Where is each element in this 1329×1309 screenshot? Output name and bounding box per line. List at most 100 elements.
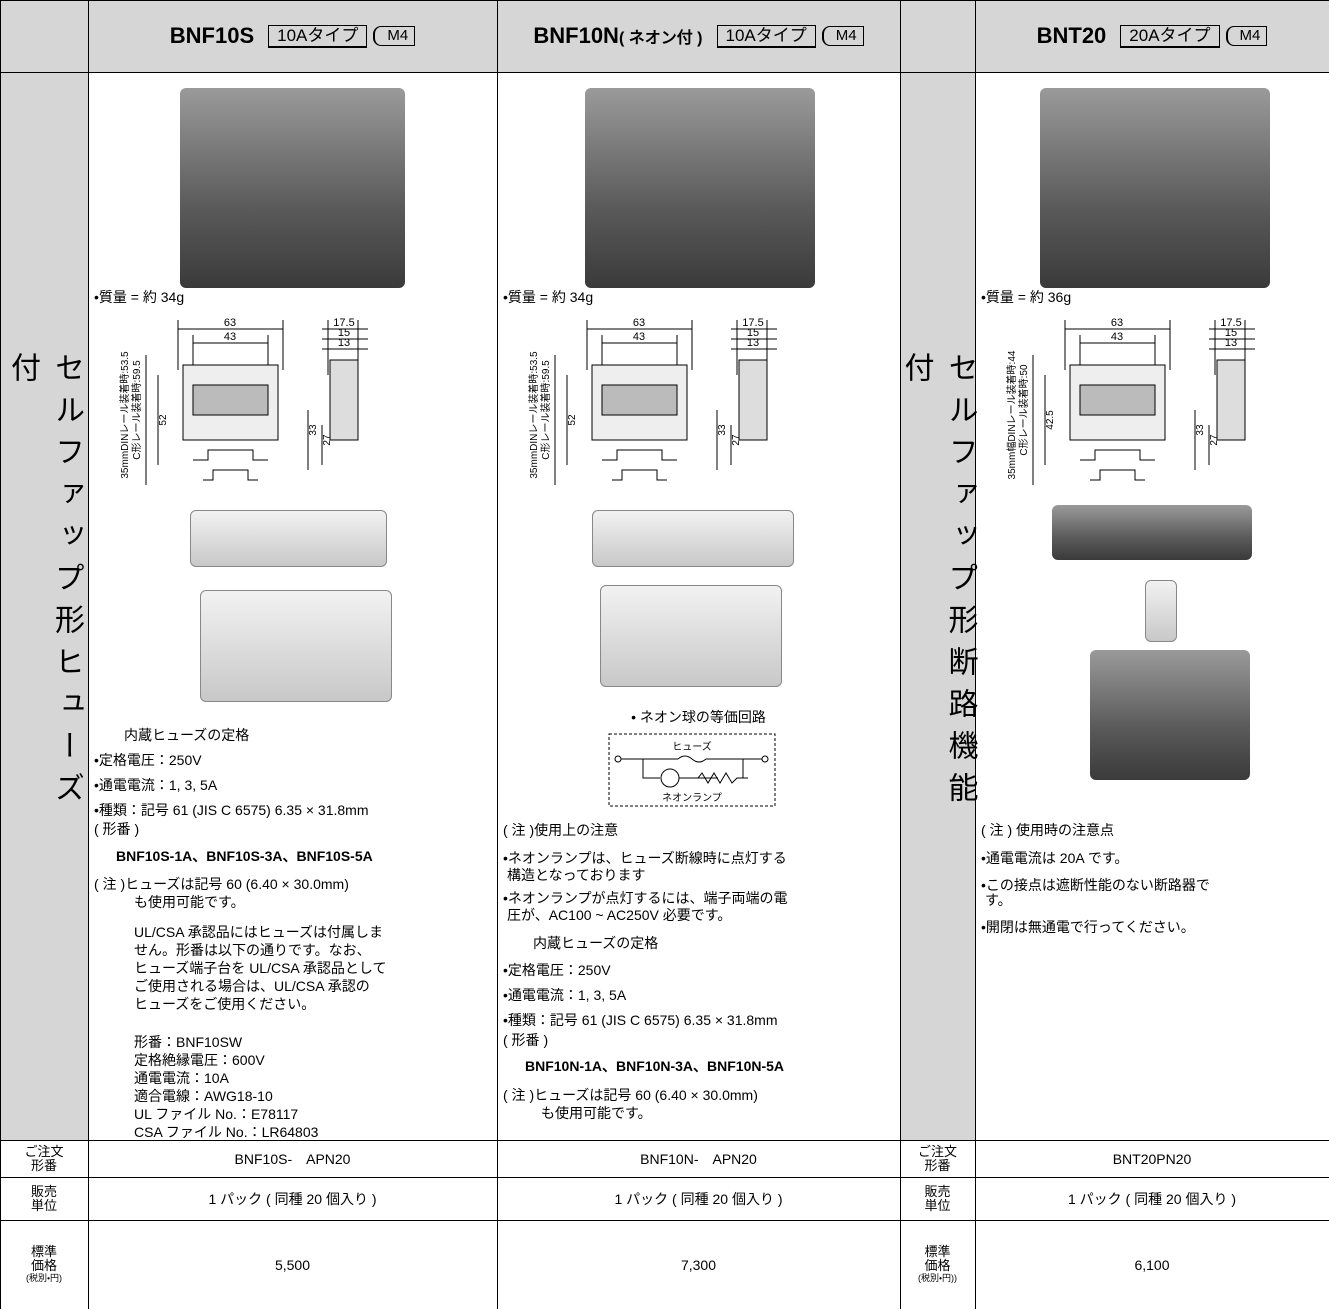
body-text: •定格電圧：250V bbox=[503, 962, 611, 978]
dim-label: 13 bbox=[1225, 337, 1237, 349]
screw-size: M4 bbox=[373, 26, 416, 46]
body-text: •開閉は無通電で行ってください。 bbox=[981, 919, 1195, 935]
dim-label: 15 bbox=[1225, 327, 1237, 339]
screw-size: M4 bbox=[821, 26, 864, 46]
row-value: 6,100 bbox=[1134, 1256, 1170, 1273]
dim-label: 42.5 bbox=[1045, 410, 1056, 430]
row-label-line: 形番 bbox=[30, 1157, 57, 1173]
rail-outline bbox=[1090, 469, 1145, 481]
row-label-line: 販売 bbox=[30, 1183, 57, 1199]
device-terminals bbox=[192, 384, 269, 416]
header-cell bbox=[975, 0, 1329, 73]
row-label: ご注文 形番 bbox=[0, 1140, 88, 1177]
body-text: CSA ファイル No.：LR64803 bbox=[134, 1124, 319, 1140]
rail-outline bbox=[203, 469, 258, 481]
column-header: BNF10N( ネオン付 ) 10Aタイプ M4 bbox=[497, 0, 900, 72]
model-name: BNF10N bbox=[533, 23, 619, 48]
rating-type: 20Aタイプ bbox=[1120, 24, 1220, 48]
body-text: •ネオンランプは、ヒューズ断線時に点灯する bbox=[503, 850, 787, 866]
dim-label: 15 bbox=[338, 327, 350, 339]
row-label: 販売 単位 bbox=[0, 1177, 88, 1220]
dim-label: C形レール装着時:59.5 bbox=[130, 360, 143, 460]
body-text: 定格絶縁電圧：600V bbox=[134, 1052, 265, 1068]
dim-label: 63 bbox=[633, 317, 645, 329]
body-text: •通電電流は 20A です。 bbox=[981, 850, 1129, 866]
neon-lamp bbox=[660, 768, 680, 788]
device-terminals bbox=[601, 384, 678, 416]
dim-label: 17.5 bbox=[1220, 317, 1241, 329]
product-photo bbox=[1090, 650, 1250, 780]
row-value: 7,300 bbox=[680, 1256, 717, 1273]
dim-label: 43 bbox=[224, 331, 236, 343]
row-value: BNF10S- APN20 bbox=[234, 1150, 351, 1167]
product-photo bbox=[1052, 505, 1252, 560]
product-photo bbox=[190, 510, 387, 567]
body-text: ご使用される場合は、UL/CSA 承認の bbox=[134, 978, 370, 994]
fuse-symbol bbox=[677, 755, 707, 763]
row-label-line: 標準 bbox=[924, 1244, 951, 1259]
device-terminals bbox=[1079, 384, 1156, 416]
dim-label: 35mmDINレール装着時:53.5 bbox=[527, 351, 540, 479]
row-label: 販売 単位 bbox=[900, 1177, 975, 1220]
body-text: •ネオンランプが点灯するには、端子両端の電 bbox=[503, 890, 788, 906]
body-text: UL/CSA 承認品にはヒューズは付属しま bbox=[134, 924, 383, 940]
circuit-label: ネオンランプ bbox=[662, 792, 722, 804]
body-text: ( 形番 ) bbox=[94, 821, 140, 837]
product-photo bbox=[200, 590, 392, 702]
body-text: •この接点は遮断性能のない断路器で bbox=[981, 877, 1210, 893]
row-label-line: (税別・円) bbox=[25, 1273, 63, 1283]
rating-type: 10Aタイプ bbox=[268, 24, 368, 48]
side-view bbox=[738, 359, 768, 441]
header-cell bbox=[900, 0, 976, 73]
dim-label: 52 bbox=[158, 414, 169, 426]
weight: •質量 = 約 34g bbox=[94, 289, 185, 305]
dim-label: 27 bbox=[322, 434, 333, 446]
dim-label: 43 bbox=[1111, 331, 1123, 343]
terminal bbox=[614, 755, 622, 763]
body-text: ( 注 )ヒューズは記号 60 (6.40 × 30.0mm) bbox=[503, 1087, 758, 1103]
rail-outline bbox=[602, 449, 677, 461]
model-list: BNF10S-1A、BNF10S-3A、BNF10S-5A bbox=[116, 848, 373, 864]
body-text: •定格電圧：250V bbox=[94, 752, 202, 768]
row-label: ご注文 形番 bbox=[900, 1140, 975, 1177]
header-cell bbox=[88, 0, 498, 73]
product-photo bbox=[1040, 88, 1270, 288]
cell bbox=[975, 1220, 1329, 1309]
model-list: BNF10N-1A、BNF10N-3A、BNF10N-5A bbox=[525, 1058, 785, 1074]
resistor bbox=[679, 772, 748, 784]
row-value: 1 パック ( 同種 20 個入り ) bbox=[614, 1190, 783, 1207]
body-text: 形番：BNF10SW bbox=[134, 1034, 243, 1050]
row-label-line: ご注文 bbox=[24, 1143, 64, 1159]
dim-label: 13 bbox=[338, 337, 350, 349]
row-value: 1 パック ( 同種 20 個入り ) bbox=[1067, 1190, 1237, 1207]
row-value: BNF10N- APN20 bbox=[640, 1150, 757, 1167]
dim-label: 27 bbox=[1209, 434, 1220, 446]
body-text: ヒューズをご使用ください。 bbox=[134, 996, 316, 1012]
row-label-line: 単位 bbox=[924, 1197, 951, 1213]
body-text: 内蔵ヒューズの定格 bbox=[533, 935, 659, 951]
side-view bbox=[329, 359, 359, 441]
column-header: BNF10S 10Aタイプ M4 bbox=[88, 0, 497, 72]
weight: •質量 = 約 34g bbox=[503, 289, 594, 305]
side-label: セルファップ形ヒューズ付 bbox=[6, 352, 83, 814]
dim-label: 35mm幅DINレール装着時:44 bbox=[1005, 350, 1018, 479]
product-photo bbox=[592, 510, 794, 567]
circuit-wire bbox=[620, 758, 763, 779]
weight: •質量 = 約 36g bbox=[981, 289, 1072, 305]
side-view bbox=[1216, 359, 1246, 441]
column-header: BNT20 20Aタイプ M4 bbox=[975, 0, 1329, 72]
product-photo bbox=[1145, 580, 1177, 642]
row-label-line: 単位 bbox=[30, 1197, 57, 1213]
row-label-line: 価格 bbox=[924, 1258, 951, 1273]
dim-label: 35mmDINレール装着時:53.5 bbox=[118, 351, 131, 479]
body-text: ヒューズ端子台を UL/CSA 承認品として bbox=[134, 960, 387, 976]
body-text: ( 注 )使用上の注意 bbox=[503, 822, 619, 838]
row-label-line: 形番 bbox=[924, 1157, 951, 1173]
body-text: UL ファイル No.：E78117 bbox=[134, 1106, 299, 1122]
row-label-line: 標準 bbox=[30, 1244, 57, 1259]
body-text: せん。形番は以下の通りです。なお、 bbox=[134, 942, 371, 958]
body-text: 構造となっております bbox=[507, 867, 646, 883]
circuit-title: • ネオン球の等価回路 bbox=[631, 709, 766, 725]
